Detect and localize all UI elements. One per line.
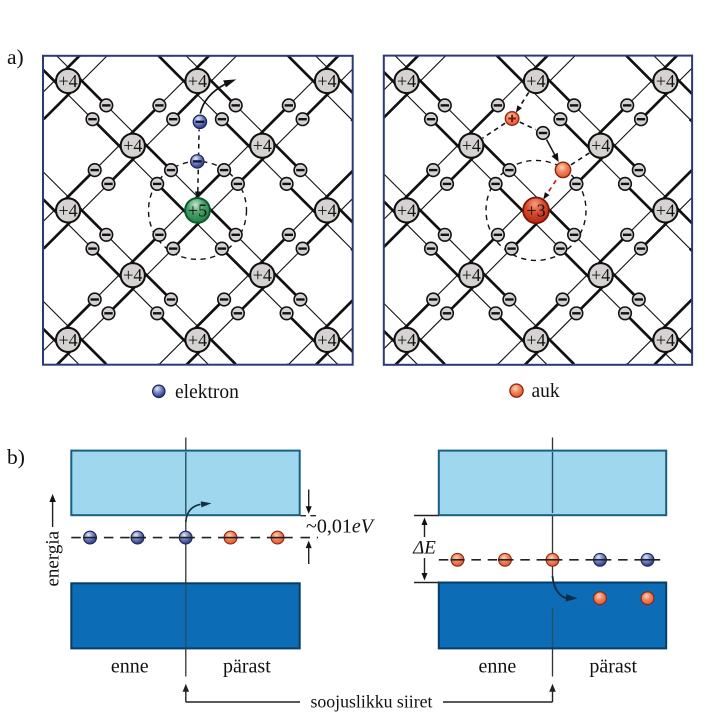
svg-text:enne: enne: [111, 656, 149, 678]
svg-text:+4: +4: [317, 330, 336, 350]
svg-text:+3: +3: [526, 200, 545, 220]
svg-text:a): a): [7, 45, 24, 69]
svg-text:+4: +4: [656, 71, 675, 91]
svg-text:+4: +4: [526, 330, 545, 350]
svg-text:+4: +4: [253, 136, 272, 156]
svg-text:+4: +4: [123, 136, 142, 156]
svg-text:+4: +4: [397, 330, 416, 350]
svg-text:+4: +4: [397, 71, 416, 91]
svg-text:auk: auk: [532, 381, 560, 402]
svg-text:+4: +4: [397, 200, 416, 220]
svg-text:+4: +4: [253, 265, 272, 285]
svg-text:+4: +4: [317, 200, 336, 220]
svg-text:b): b): [7, 445, 25, 469]
svg-text:+4: +4: [317, 71, 336, 91]
svg-text:+4: +4: [591, 136, 610, 156]
svg-text:+4: +4: [59, 200, 78, 220]
svg-text:ΔE: ΔE: [412, 538, 436, 559]
svg-text:pärast: pärast: [223, 656, 271, 678]
svg-text:elektron: elektron: [175, 382, 239, 403]
svg-text:pärast: pärast: [589, 656, 637, 678]
svg-text:+4: +4: [591, 265, 610, 285]
svg-text:energia: energia: [43, 530, 64, 586]
svg-text:enne: enne: [479, 656, 517, 678]
svg-text:~0,01eV: ~0,01eV: [306, 516, 376, 538]
svg-text:+4: +4: [123, 265, 142, 285]
svg-text:+5: +5: [188, 200, 207, 220]
svg-text:+4: +4: [526, 71, 545, 91]
svg-text:+4: +4: [59, 71, 78, 91]
svg-text:+4: +4: [462, 136, 481, 156]
svg-text:+4: +4: [59, 330, 78, 350]
svg-text:+4: +4: [656, 330, 675, 350]
svg-text:soojuslikku siiret: soojuslikku siiret: [310, 692, 432, 712]
svg-text:+4: +4: [188, 71, 207, 91]
svg-text:+4: +4: [462, 265, 481, 285]
svg-text:+4: +4: [188, 330, 207, 350]
svg-text:+4: +4: [656, 200, 675, 220]
